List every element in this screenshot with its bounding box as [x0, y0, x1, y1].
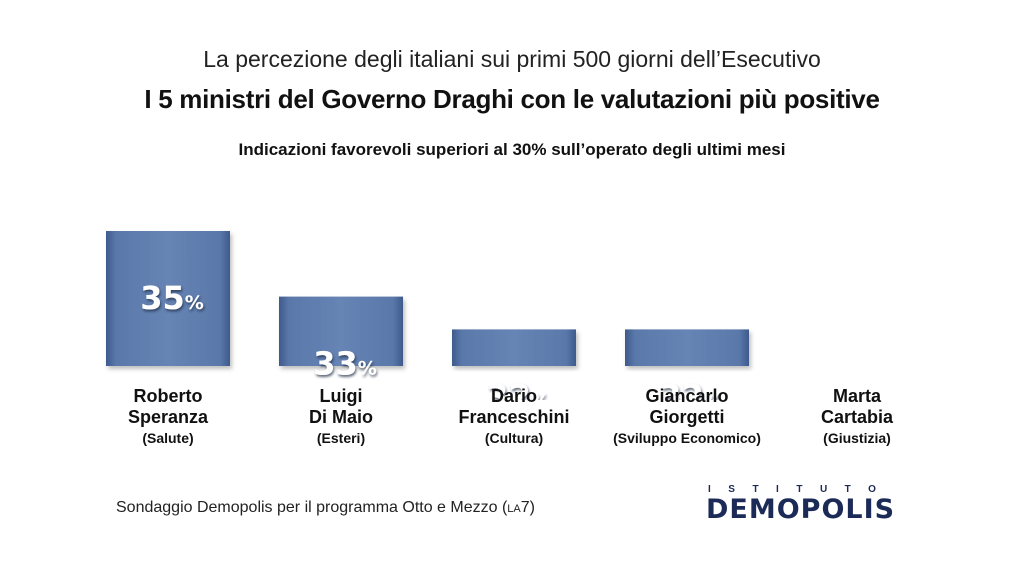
category-name-line1: Roberto: [133, 386, 203, 406]
chart-subtitle: Indicazioni favorevoli superiori al 30% …: [238, 140, 786, 159]
category-role: (Esteri): [316, 430, 366, 446]
source-end: 7): [520, 499, 535, 516]
category-name-line1: Marta: [832, 386, 881, 406]
category-name-line2: Giorgetti: [649, 407, 725, 427]
category-name-line2: Franceschini: [458, 407, 570, 427]
bar-value-label: 32%: [659, 377, 723, 400]
bar-value-label: 35%: [140, 279, 204, 317]
bar-value-label: 32%: [486, 377, 550, 400]
category-name-line2: Cartabia: [820, 407, 894, 427]
category-label: Marta Cartabia (Giustizia): [767, 386, 947, 448]
chart-pre-title: La percezione degli italiani sui primi 5…: [203, 46, 821, 72]
demopolis-logo: ISTITUTO DEMOPOLIS: [706, 484, 922, 525]
bar-value-label: 33%: [313, 345, 377, 383]
category-label: Roberto Speranza (Salute): [78, 386, 258, 448]
bar: [106, 231, 230, 366]
bar: [279, 296, 403, 366]
logo-top-text: ISTITUTO: [708, 484, 894, 495]
category-name-line1: Luigi: [319, 386, 363, 406]
category-role: (Giustizia): [823, 430, 891, 446]
logo-main-text: DEMOPOLIS: [706, 494, 896, 525]
category-role: (Cultura): [484, 430, 544, 446]
category-name-line2: Di Maio: [308, 407, 373, 427]
category-label: Dario Franceschini (Cultura): [424, 386, 604, 448]
category-name-line1: Giancarlo: [645, 386, 729, 406]
category-name-line2: Speranza: [127, 407, 209, 427]
category-role: (Sviluppo Economico): [613, 430, 761, 446]
chart-title: I 5 ministri del Governo Draghi con le v…: [144, 84, 880, 114]
bar-chart: 35%33%32%32%30%: [106, 231, 749, 400]
category-role: (Salute): [142, 430, 194, 446]
category-label: Luigi Di Maio (Esteri): [251, 386, 431, 448]
source-note: Sondaggio Demopolis per il programma Ott…: [116, 499, 535, 517]
source-channel-small: LA: [507, 503, 521, 515]
category-label: Giancarlo Giorgetti (Sviluppo Economico): [597, 386, 777, 448]
category-name-line1: Dario: [490, 386, 537, 406]
source-text: Sondaggio Demopolis per il programma Ott…: [116, 499, 508, 516]
bar: [625, 329, 749, 366]
bar: [452, 329, 576, 366]
